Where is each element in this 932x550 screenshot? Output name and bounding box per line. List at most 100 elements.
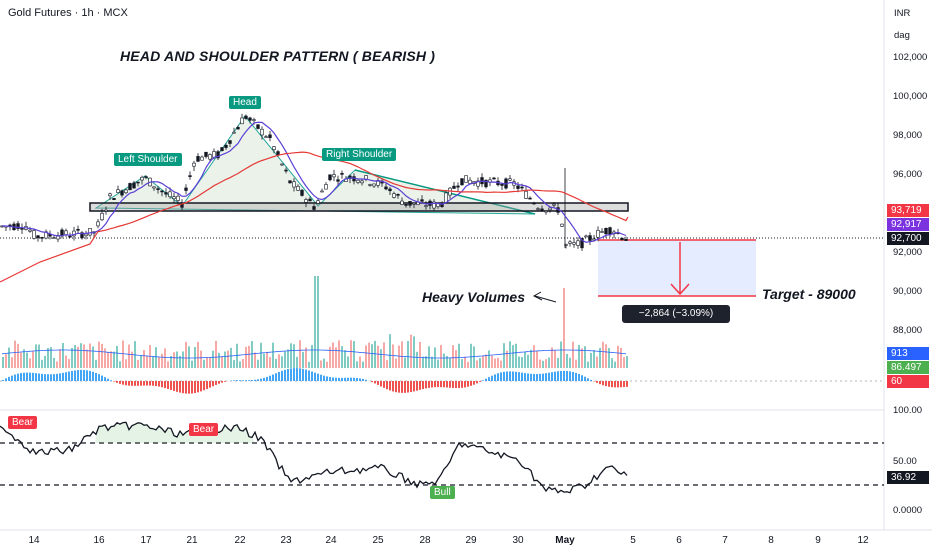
candle-body: [16, 223, 20, 229]
candle-body: [140, 176, 144, 181]
macd-bar: [137, 381, 139, 386]
rsi-line: [0, 421, 628, 494]
candle-body: [468, 179, 472, 184]
volume-bar: [548, 357, 550, 368]
volume-bar: [200, 350, 202, 368]
volume-bar: [536, 350, 538, 368]
volume-bar: [617, 345, 619, 368]
macd-bar: [179, 381, 181, 393]
price-tick-label: 90,000: [893, 286, 922, 297]
currency-unit[interactable]: dag: [894, 30, 910, 41]
macd-bar: [359, 378, 361, 381]
time-tick-label: 14: [28, 535, 40, 546]
macd-bar: [83, 369, 85, 381]
macd-bar: [521, 372, 523, 381]
macd-bar: [578, 373, 580, 381]
macd-bar: [98, 374, 100, 381]
volume-bar: [437, 359, 439, 368]
candle-body: [500, 183, 504, 186]
volume-bar: [383, 342, 385, 368]
macd-bar: [161, 381, 163, 388]
macd-bar: [626, 381, 628, 387]
macd-bar: [407, 381, 409, 393]
candle-body: [532, 202, 536, 205]
volume-bar: [452, 345, 454, 368]
macd-bar: [134, 381, 136, 386]
volume-bar: [599, 347, 601, 368]
time-tick-label: 8: [768, 535, 774, 546]
macd-bar: [494, 374, 496, 381]
volume-bar: [161, 353, 163, 368]
volume-bar: [122, 340, 124, 368]
candle-body: [368, 184, 372, 186]
macd-bar: [11, 375, 13, 381]
macd-bar: [500, 372, 502, 381]
volume-bar: [596, 356, 598, 368]
volume-bar: [245, 346, 247, 368]
macd-bar: [20, 373, 22, 381]
volume-bar: [167, 361, 169, 368]
volume-bar: [188, 346, 190, 368]
volume-bar: [233, 360, 235, 368]
volume-bar: [308, 361, 310, 368]
candle-body: [424, 205, 428, 207]
heavy-volumes-note: Heavy Volumes: [422, 289, 525, 305]
candle-body: [132, 182, 136, 189]
volume-bar: [608, 347, 610, 368]
candle-body: [68, 235, 72, 238]
currency-code[interactable]: INR: [894, 8, 911, 19]
candle-body: [596, 230, 600, 238]
volume-bar: [269, 357, 271, 368]
volume-bar: [290, 343, 292, 368]
volume-bar: [305, 347, 307, 368]
macd-bar: [188, 381, 190, 394]
time-tick-label: 7: [722, 535, 728, 546]
candle-body: [600, 231, 604, 233]
macd-bar: [311, 371, 313, 381]
volume-bar: [554, 350, 556, 368]
candle-body: [356, 179, 360, 183]
candle-body: [400, 200, 404, 205]
candle-body: [280, 163, 284, 166]
macd-bar: [116, 381, 118, 383]
macd-bar: [413, 381, 415, 392]
volume-bar: [527, 354, 529, 368]
volume-bar: [140, 355, 142, 368]
candle-body: [372, 183, 376, 187]
macd-bar: [215, 381, 217, 385]
volume-bar: [329, 346, 331, 368]
macd-bar: [131, 381, 133, 386]
macd-bar: [203, 381, 205, 391]
volume-bar: [239, 361, 241, 368]
candle-body: [124, 189, 128, 194]
volume-bar: [59, 349, 61, 368]
macd-bar: [275, 373, 277, 381]
volume-bar: [74, 345, 76, 368]
volume-bar: [221, 356, 223, 368]
macd-bar: [557, 371, 559, 381]
macd-bar: [269, 375, 271, 381]
candle-body: [108, 193, 112, 197]
volume-bar: [572, 341, 574, 368]
volume-bar: [590, 352, 592, 368]
volume-bar: [581, 348, 583, 368]
rsi-tick-label: 50.00: [893, 456, 917, 467]
macd-bar: [515, 371, 517, 381]
candle-body: [292, 181, 296, 188]
volume-bar: [455, 350, 457, 368]
macd-bar: [248, 380, 250, 381]
volume-bar: [272, 342, 274, 368]
candle-body: [152, 186, 156, 189]
volume-bar: [299, 340, 301, 368]
volume-bar: [137, 359, 139, 368]
time-tick-label: 12: [857, 535, 869, 546]
macd-bar: [614, 381, 616, 388]
candle-body: [548, 207, 552, 211]
volume-bar: [392, 344, 394, 368]
candle-body: [460, 178, 464, 186]
volume-bar: [71, 347, 73, 368]
macd-bar: [56, 373, 58, 381]
volume-bar: [92, 346, 94, 368]
macd-label: 60: [887, 375, 929, 388]
